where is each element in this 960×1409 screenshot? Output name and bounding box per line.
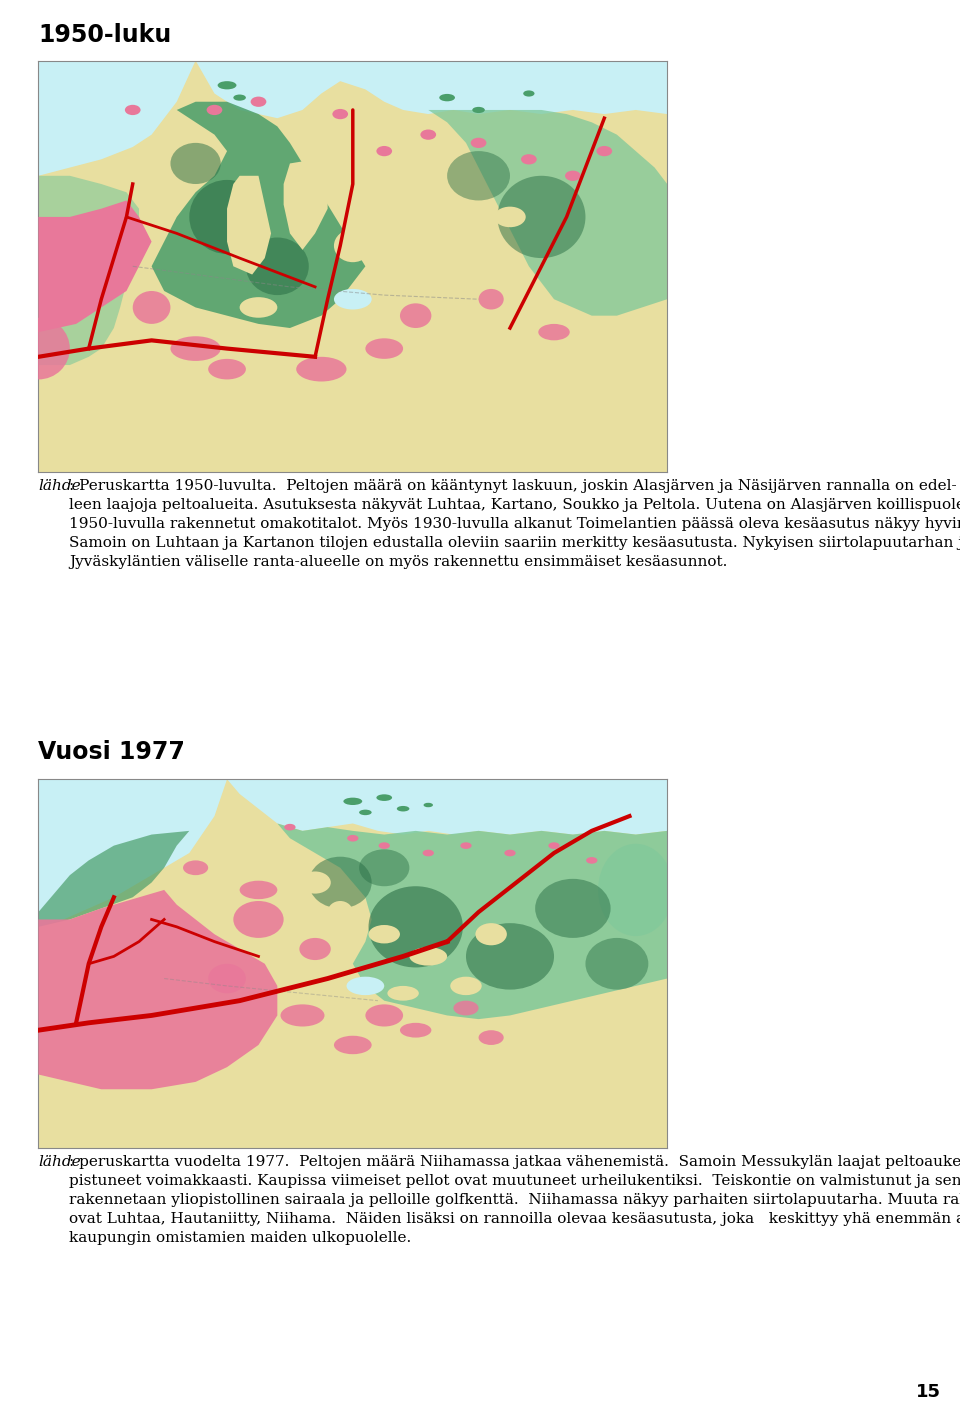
Text: lähde: lähde <box>38 479 81 493</box>
Polygon shape <box>428 110 667 316</box>
Text: lähde: lähde <box>38 1155 81 1169</box>
Ellipse shape <box>475 923 507 945</box>
Ellipse shape <box>440 94 455 101</box>
Ellipse shape <box>218 82 236 89</box>
Ellipse shape <box>453 1000 479 1016</box>
Ellipse shape <box>565 170 581 180</box>
Ellipse shape <box>376 795 392 800</box>
Ellipse shape <box>280 1005 324 1027</box>
Ellipse shape <box>265 993 290 1007</box>
Ellipse shape <box>376 147 392 156</box>
Ellipse shape <box>400 1023 431 1037</box>
Polygon shape <box>38 779 667 1148</box>
Ellipse shape <box>359 810 372 816</box>
Ellipse shape <box>423 803 433 807</box>
Polygon shape <box>283 159 327 249</box>
Ellipse shape <box>344 797 362 805</box>
Ellipse shape <box>384 182 422 203</box>
Ellipse shape <box>240 297 277 317</box>
Polygon shape <box>38 200 152 333</box>
Ellipse shape <box>189 180 265 254</box>
Ellipse shape <box>422 850 434 857</box>
Ellipse shape <box>300 871 331 893</box>
Ellipse shape <box>394 230 438 254</box>
Polygon shape <box>38 890 277 1089</box>
Ellipse shape <box>233 94 246 100</box>
Ellipse shape <box>183 861 208 875</box>
Ellipse shape <box>523 90 535 97</box>
Ellipse shape <box>300 938 331 960</box>
Ellipse shape <box>478 1030 504 1045</box>
Ellipse shape <box>369 252 400 280</box>
Ellipse shape <box>472 107 485 113</box>
Text: Vuosi 1977: Vuosi 1977 <box>38 740 185 765</box>
Polygon shape <box>228 176 271 275</box>
Ellipse shape <box>171 337 221 361</box>
Ellipse shape <box>334 289 372 310</box>
Ellipse shape <box>251 97 266 107</box>
Ellipse shape <box>309 857 372 909</box>
Text: 1950-luku: 1950-luku <box>38 23 172 48</box>
Text: : Peruskartta 1950-luvulta.  Peltojen määrä on kääntynyt laskuun, joskin Alasjär: : Peruskartta 1950-luvulta. Peltojen mää… <box>69 479 960 569</box>
Ellipse shape <box>366 1005 403 1027</box>
Ellipse shape <box>206 104 223 116</box>
Ellipse shape <box>460 231 497 261</box>
Ellipse shape <box>366 338 403 359</box>
Ellipse shape <box>208 964 246 993</box>
Ellipse shape <box>208 359 246 379</box>
Polygon shape <box>152 101 366 328</box>
Ellipse shape <box>478 289 504 310</box>
Ellipse shape <box>466 923 554 989</box>
Ellipse shape <box>334 1036 372 1054</box>
Ellipse shape <box>494 207 526 227</box>
Ellipse shape <box>324 159 356 176</box>
Ellipse shape <box>497 176 586 258</box>
Polygon shape <box>38 61 667 472</box>
Polygon shape <box>277 823 667 1019</box>
Ellipse shape <box>334 230 372 262</box>
Text: : peruskartta vuodelta 1977.  Peltojen määrä Niihamassa jatkaa vähenemistä.  Sam: : peruskartta vuodelta 1977. Peltojen mä… <box>69 1155 960 1246</box>
Ellipse shape <box>450 976 482 995</box>
Ellipse shape <box>409 947 447 965</box>
Ellipse shape <box>447 151 510 200</box>
Ellipse shape <box>521 154 537 165</box>
Ellipse shape <box>63 254 114 279</box>
Ellipse shape <box>388 986 419 1000</box>
Ellipse shape <box>470 138 487 148</box>
Ellipse shape <box>378 843 390 850</box>
Polygon shape <box>38 831 189 927</box>
Ellipse shape <box>246 238 309 294</box>
Ellipse shape <box>132 292 171 324</box>
Ellipse shape <box>369 886 463 968</box>
Ellipse shape <box>233 900 283 938</box>
Ellipse shape <box>598 844 674 936</box>
Ellipse shape <box>332 108 348 120</box>
Ellipse shape <box>420 130 436 139</box>
Ellipse shape <box>596 147 612 156</box>
Ellipse shape <box>347 976 384 995</box>
Ellipse shape <box>504 850 516 857</box>
Ellipse shape <box>587 857 597 864</box>
Ellipse shape <box>7 318 70 379</box>
Text: 15: 15 <box>916 1384 941 1401</box>
Ellipse shape <box>396 806 409 812</box>
Ellipse shape <box>400 303 431 328</box>
Ellipse shape <box>171 142 221 185</box>
Ellipse shape <box>586 938 648 989</box>
Ellipse shape <box>535 879 611 938</box>
Ellipse shape <box>348 836 358 841</box>
Ellipse shape <box>284 824 296 830</box>
Ellipse shape <box>359 850 409 886</box>
Ellipse shape <box>461 843 471 850</box>
Ellipse shape <box>125 104 140 116</box>
Ellipse shape <box>539 324 569 341</box>
Ellipse shape <box>548 843 560 850</box>
Ellipse shape <box>369 924 400 944</box>
Ellipse shape <box>327 900 353 923</box>
Ellipse shape <box>240 881 277 899</box>
Ellipse shape <box>297 356 347 382</box>
Polygon shape <box>38 176 139 365</box>
Ellipse shape <box>337 993 369 1007</box>
